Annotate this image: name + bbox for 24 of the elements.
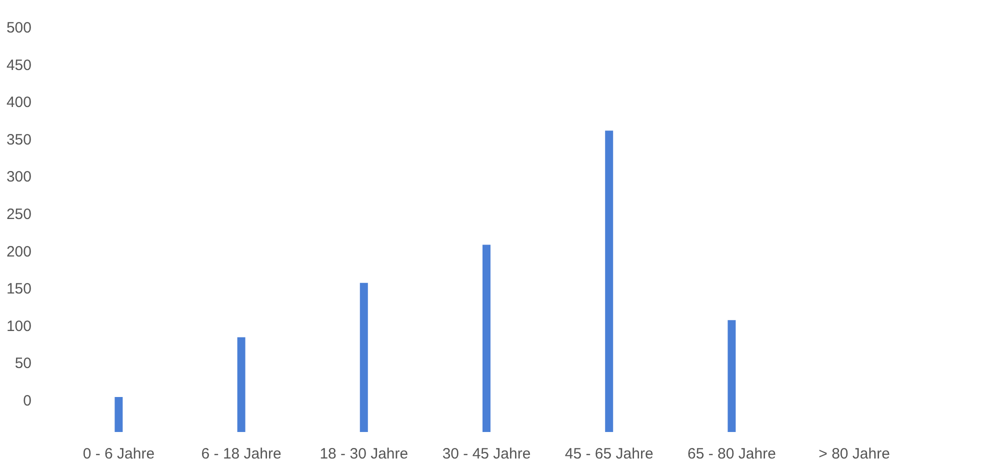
y-tick-label: 450 bbox=[6, 56, 32, 74]
bar bbox=[482, 244, 490, 432]
x-tick-label: 30 - 45 Jahre bbox=[442, 446, 531, 462]
y-tick-label: 500 bbox=[6, 20, 32, 36]
y-tick-label: 400 bbox=[6, 94, 32, 112]
y-tick-label: 100 bbox=[6, 318, 32, 335]
x-tick-label: 65 - 80 Jahre bbox=[688, 446, 776, 462]
bar bbox=[237, 337, 246, 432]
y-tick-label: 50 bbox=[14, 355, 32, 372]
bar bbox=[605, 130, 614, 432]
y-tick-label: 150 bbox=[6, 280, 32, 298]
y-tick-label: 300 bbox=[6, 168, 32, 186]
x-tick-label: 18 - 30 Jahre bbox=[320, 446, 408, 462]
x-tick-label: 45 - 65 Jahre bbox=[564, 446, 654, 462]
x-tick-label: 0 - 6 Jahre bbox=[82, 446, 155, 462]
x-tick-label: > 80 Jahre bbox=[818, 446, 890, 462]
bar bbox=[114, 396, 123, 432]
y-tick-label: 250 bbox=[6, 206, 32, 223]
y-tick-label: 200 bbox=[6, 243, 32, 260]
y-tick-label: 350 bbox=[6, 131, 32, 148]
y-tick-label: 0 bbox=[23, 392, 32, 410]
bar bbox=[728, 320, 736, 432]
x-tick-label: 6 - 18 Jahre bbox=[201, 446, 282, 462]
bar bbox=[360, 282, 368, 432]
